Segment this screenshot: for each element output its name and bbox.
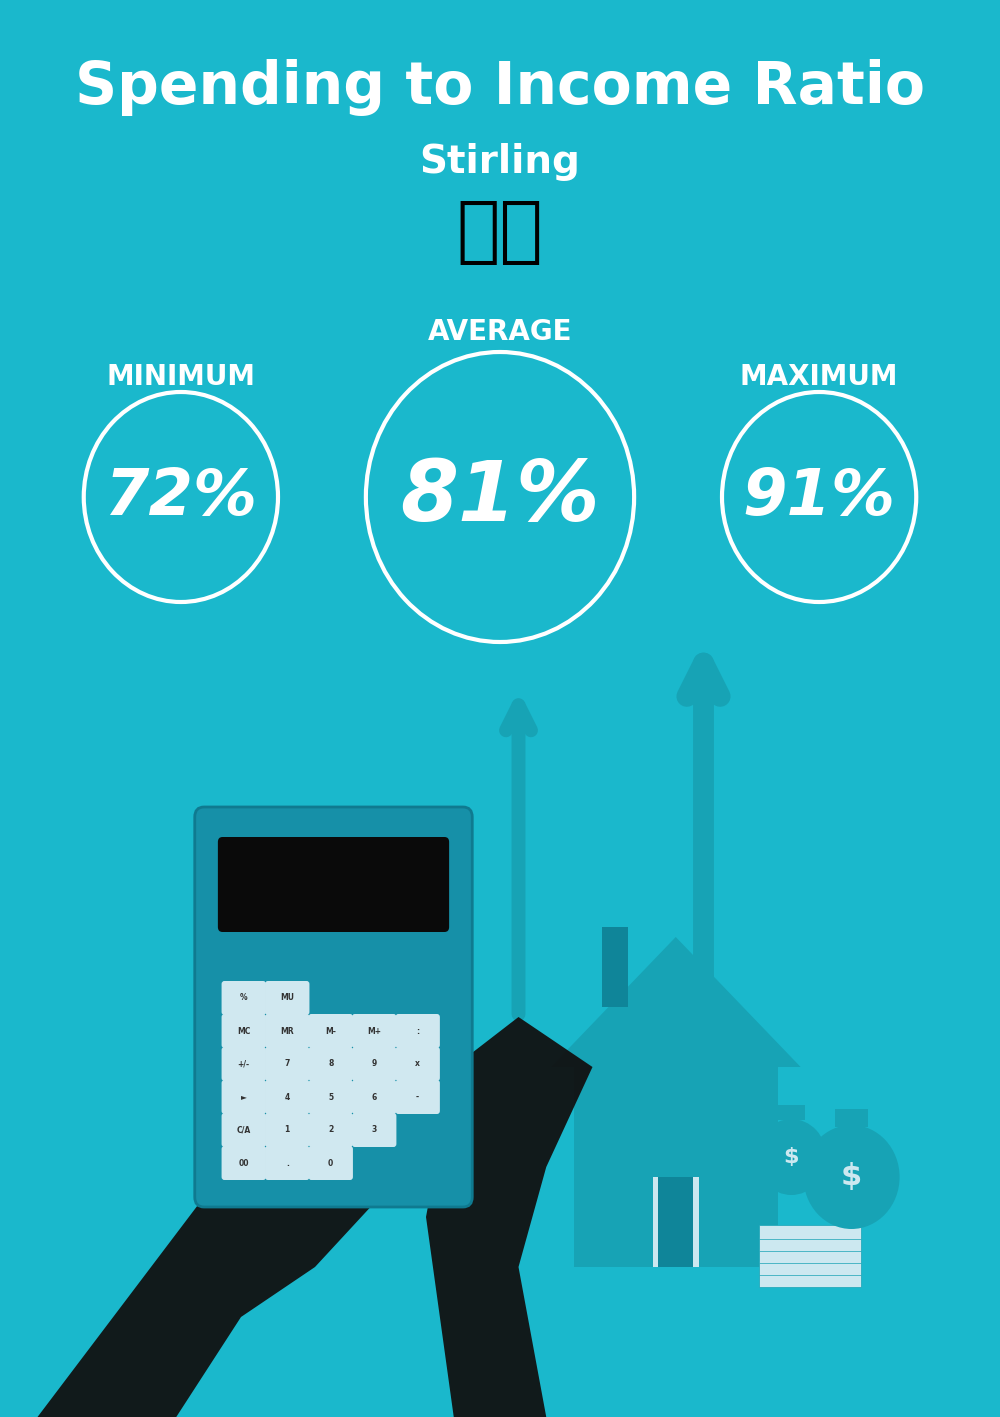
FancyBboxPatch shape [265,981,309,1015]
FancyBboxPatch shape [352,1015,396,1049]
FancyBboxPatch shape [265,1015,309,1049]
Text: MC: MC [237,1026,250,1036]
FancyBboxPatch shape [309,1112,353,1146]
Text: 0: 0 [328,1159,333,1168]
Text: 7: 7 [285,1060,290,1068]
Text: 72%: 72% [104,466,257,529]
FancyBboxPatch shape [352,1080,396,1114]
Bar [574,1067,778,1267]
Text: %: % [240,993,248,1002]
FancyBboxPatch shape [222,981,266,1015]
Text: 2: 2 [328,1125,333,1135]
Text: +/-: +/- [238,1060,250,1068]
Text: -: - [416,1093,419,1101]
FancyBboxPatch shape [265,1047,309,1081]
FancyBboxPatch shape [222,1080,266,1114]
Text: MU: MU [280,993,294,1002]
FancyBboxPatch shape [352,1112,396,1146]
Text: M-: M- [325,1026,336,1036]
FancyBboxPatch shape [352,1047,396,1081]
Text: M+: M+ [367,1026,381,1036]
Circle shape [803,1125,900,1229]
Text: .: . [286,1159,289,1168]
Text: x: x [415,1060,420,1068]
FancyBboxPatch shape [395,1080,440,1114]
FancyBboxPatch shape [265,1112,309,1146]
Polygon shape [37,1117,408,1417]
FancyBboxPatch shape [222,1146,266,1180]
FancyBboxPatch shape [309,1015,353,1049]
FancyBboxPatch shape [265,1080,309,1114]
Text: $: $ [784,1146,799,1168]
FancyBboxPatch shape [218,837,449,932]
Text: 9: 9 [372,1060,377,1068]
Text: 6: 6 [372,1093,377,1101]
FancyBboxPatch shape [395,1015,440,1049]
Text: MAXIMUM: MAXIMUM [740,363,898,391]
Bar [602,927,628,1007]
Bar [759,1226,861,1238]
Text: 4: 4 [285,1093,290,1101]
FancyBboxPatch shape [309,1146,353,1180]
Text: 1: 1 [285,1125,290,1135]
Text: Spending to Income Ratio: Spending to Income Ratio [75,58,925,116]
Text: 81%: 81% [400,456,600,537]
FancyBboxPatch shape [222,1047,266,1081]
Text: 91%: 91% [743,466,896,529]
Text: 3: 3 [372,1125,377,1135]
FancyBboxPatch shape [309,1047,353,1081]
Text: C/A: C/A [237,1125,251,1135]
Bar [778,1105,805,1119]
Text: 🇬🇧: 🇬🇧 [457,197,543,266]
Text: 00: 00 [239,1159,249,1168]
Bar [759,1272,861,1287]
Bar [759,1248,861,1263]
Polygon shape [551,937,801,1067]
Text: :: : [416,1026,419,1036]
FancyBboxPatch shape [309,1080,353,1114]
Text: $: $ [841,1162,862,1192]
Text: 8: 8 [328,1060,333,1068]
Text: 5: 5 [328,1093,333,1101]
FancyBboxPatch shape [222,1015,266,1049]
Bar [835,1110,868,1127]
Bar [653,1178,658,1267]
Polygon shape [426,1017,592,1417]
Text: AVERAGE: AVERAGE [428,317,572,346]
Bar [693,1178,699,1267]
Text: Stirling: Stirling [420,143,580,181]
Text: MINIMUM: MINIMUM [106,363,255,391]
Bar [653,1178,699,1267]
Bar [759,1237,861,1251]
FancyBboxPatch shape [395,1047,440,1081]
Bar [759,1261,861,1275]
FancyBboxPatch shape [195,808,472,1207]
FancyBboxPatch shape [222,1112,266,1146]
Text: MR: MR [280,1026,294,1036]
FancyBboxPatch shape [265,1146,309,1180]
Circle shape [756,1119,827,1195]
Text: ►: ► [241,1093,247,1101]
